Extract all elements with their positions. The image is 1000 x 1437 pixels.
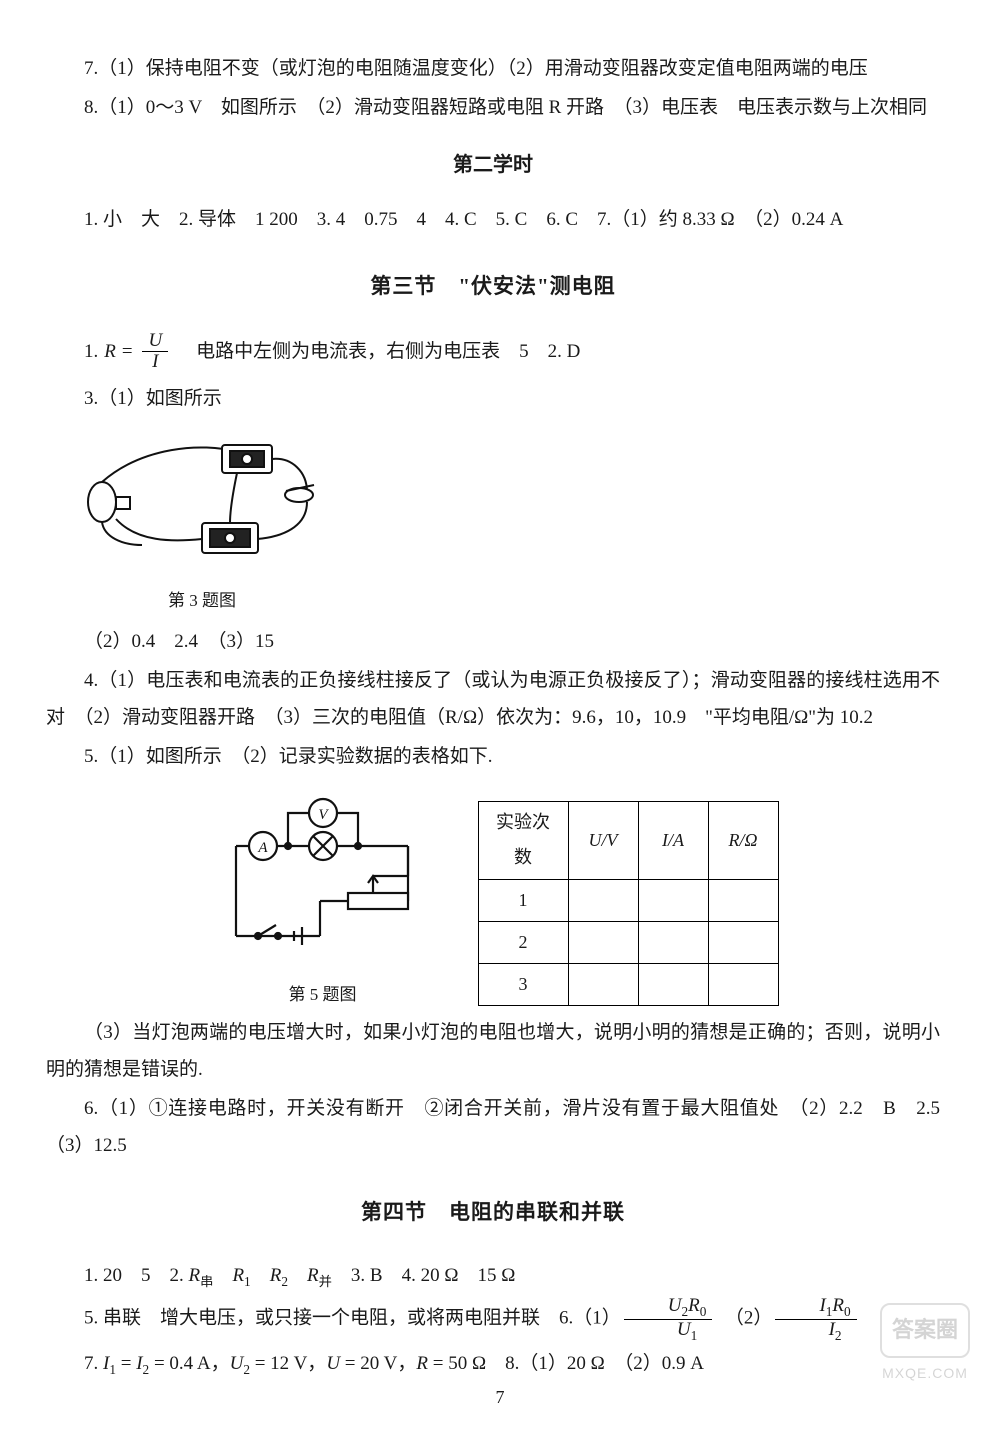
answer-8: 8.（1）0～3 V 如图所示 （2）滑动变阻器短路或电阻 R 开路 （3）电压… [46, 89, 940, 126]
section-3-title: 第三节 "伏安法"测电阻 [46, 266, 940, 307]
sec4-line1: 1. 20 5 2. R串 R1 R2 R并 3. B 4. 20 Ω 15 Ω [46, 1257, 940, 1295]
section-2-title: 第二学时 [46, 146, 940, 185]
watermark-main: 答案圈 [880, 1303, 970, 1358]
frac-u2r0-u1: U2R0 U1 [624, 1296, 713, 1343]
q1-frac-den: I [146, 352, 164, 372]
q5-c: （3）当灯泡两端的电压增大时，如果小灯泡的电阻也增大，说明小明的猜想是正确的；否… [46, 1014, 940, 1088]
figure-5-caption: 第 5 题图 [208, 978, 438, 1011]
q1-fraction: U I [142, 331, 168, 372]
q6: 6.（1）①连接电路时，开关没有断开 ②闭合开关前，滑片没有置于最大阻值处 （2… [46, 1090, 940, 1164]
table-row: 2 [478, 921, 778, 963]
page-number: 7 [0, 1380, 1000, 1415]
figure-5: V A [208, 791, 438, 1011]
sec4-line3: 7. I1 = I2 = 0.4 A，U2 = 12 V，U = 20 V，R … [46, 1345, 940, 1383]
q4: 4.（1）电压表和电流表的正负接线柱接反了（或认为电源正负极接反了）；滑动变阻器… [46, 662, 940, 736]
circuit-diagram-3-icon [82, 427, 322, 567]
table-row: 1 [478, 879, 778, 921]
figure-5-row: V A [46, 791, 940, 1011]
svg-text:A: A [257, 840, 268, 856]
q1-prefix: 1. [84, 333, 98, 370]
watermark: 答案圈 MXQE.COM [880, 1303, 970, 1387]
q1-line: 1. R = U I 电路中左侧为电流表，右侧为电压表 5 2. D [46, 331, 940, 372]
frac-i1r0-i2: I1R0 I2 [775, 1296, 856, 1343]
th-r: R/Ω [708, 802, 778, 879]
circuit-diagram-5-icon: V A [208, 791, 438, 961]
q1-R: R = [104, 333, 133, 370]
sec4-line2: 5. 串联 增大电压，或只接一个电阻，或将两电阻并联 6.（1） U2R0 U1… [46, 1296, 940, 1343]
q1-frac-num: U [142, 331, 168, 352]
q1-rest: 电路中左侧为电流表，右侧为电压表 5 2. D [177, 333, 580, 370]
th-count: 实验次数 [478, 802, 568, 879]
section-4-title: 第四节 电阻的串联和并联 [46, 1192, 940, 1233]
figure-3-caption: 第 3 题图 [82, 584, 322, 617]
q5-a: 5.（1）如图所示 （2）记录实验数据的表格如下. [46, 738, 940, 775]
th-i: I/A [638, 802, 708, 879]
section-2-answers: 1. 小 大 2. 导体 1 200 3. 4 0.75 4 4. C 5. C… [46, 201, 940, 238]
q3-b: （2）0.4 2.4 （3）15 [46, 623, 940, 660]
q3-a: 3.（1）如图所示 [46, 380, 940, 417]
table-row: 3 [478, 963, 778, 1005]
figure-3: 第 3 题图 [82, 427, 322, 617]
th-u: U/V [568, 802, 638, 879]
experiment-table: 实验次数 U/V I/A R/Ω 1 2 3 [478, 801, 779, 1005]
answer-7: 7.（1）保持电阻不变（或灯泡的电阻随温度变化）（2）用滑动变阻器改变定值电阻两… [46, 50, 940, 87]
watermark-url: MXQE.COM [880, 1360, 970, 1387]
